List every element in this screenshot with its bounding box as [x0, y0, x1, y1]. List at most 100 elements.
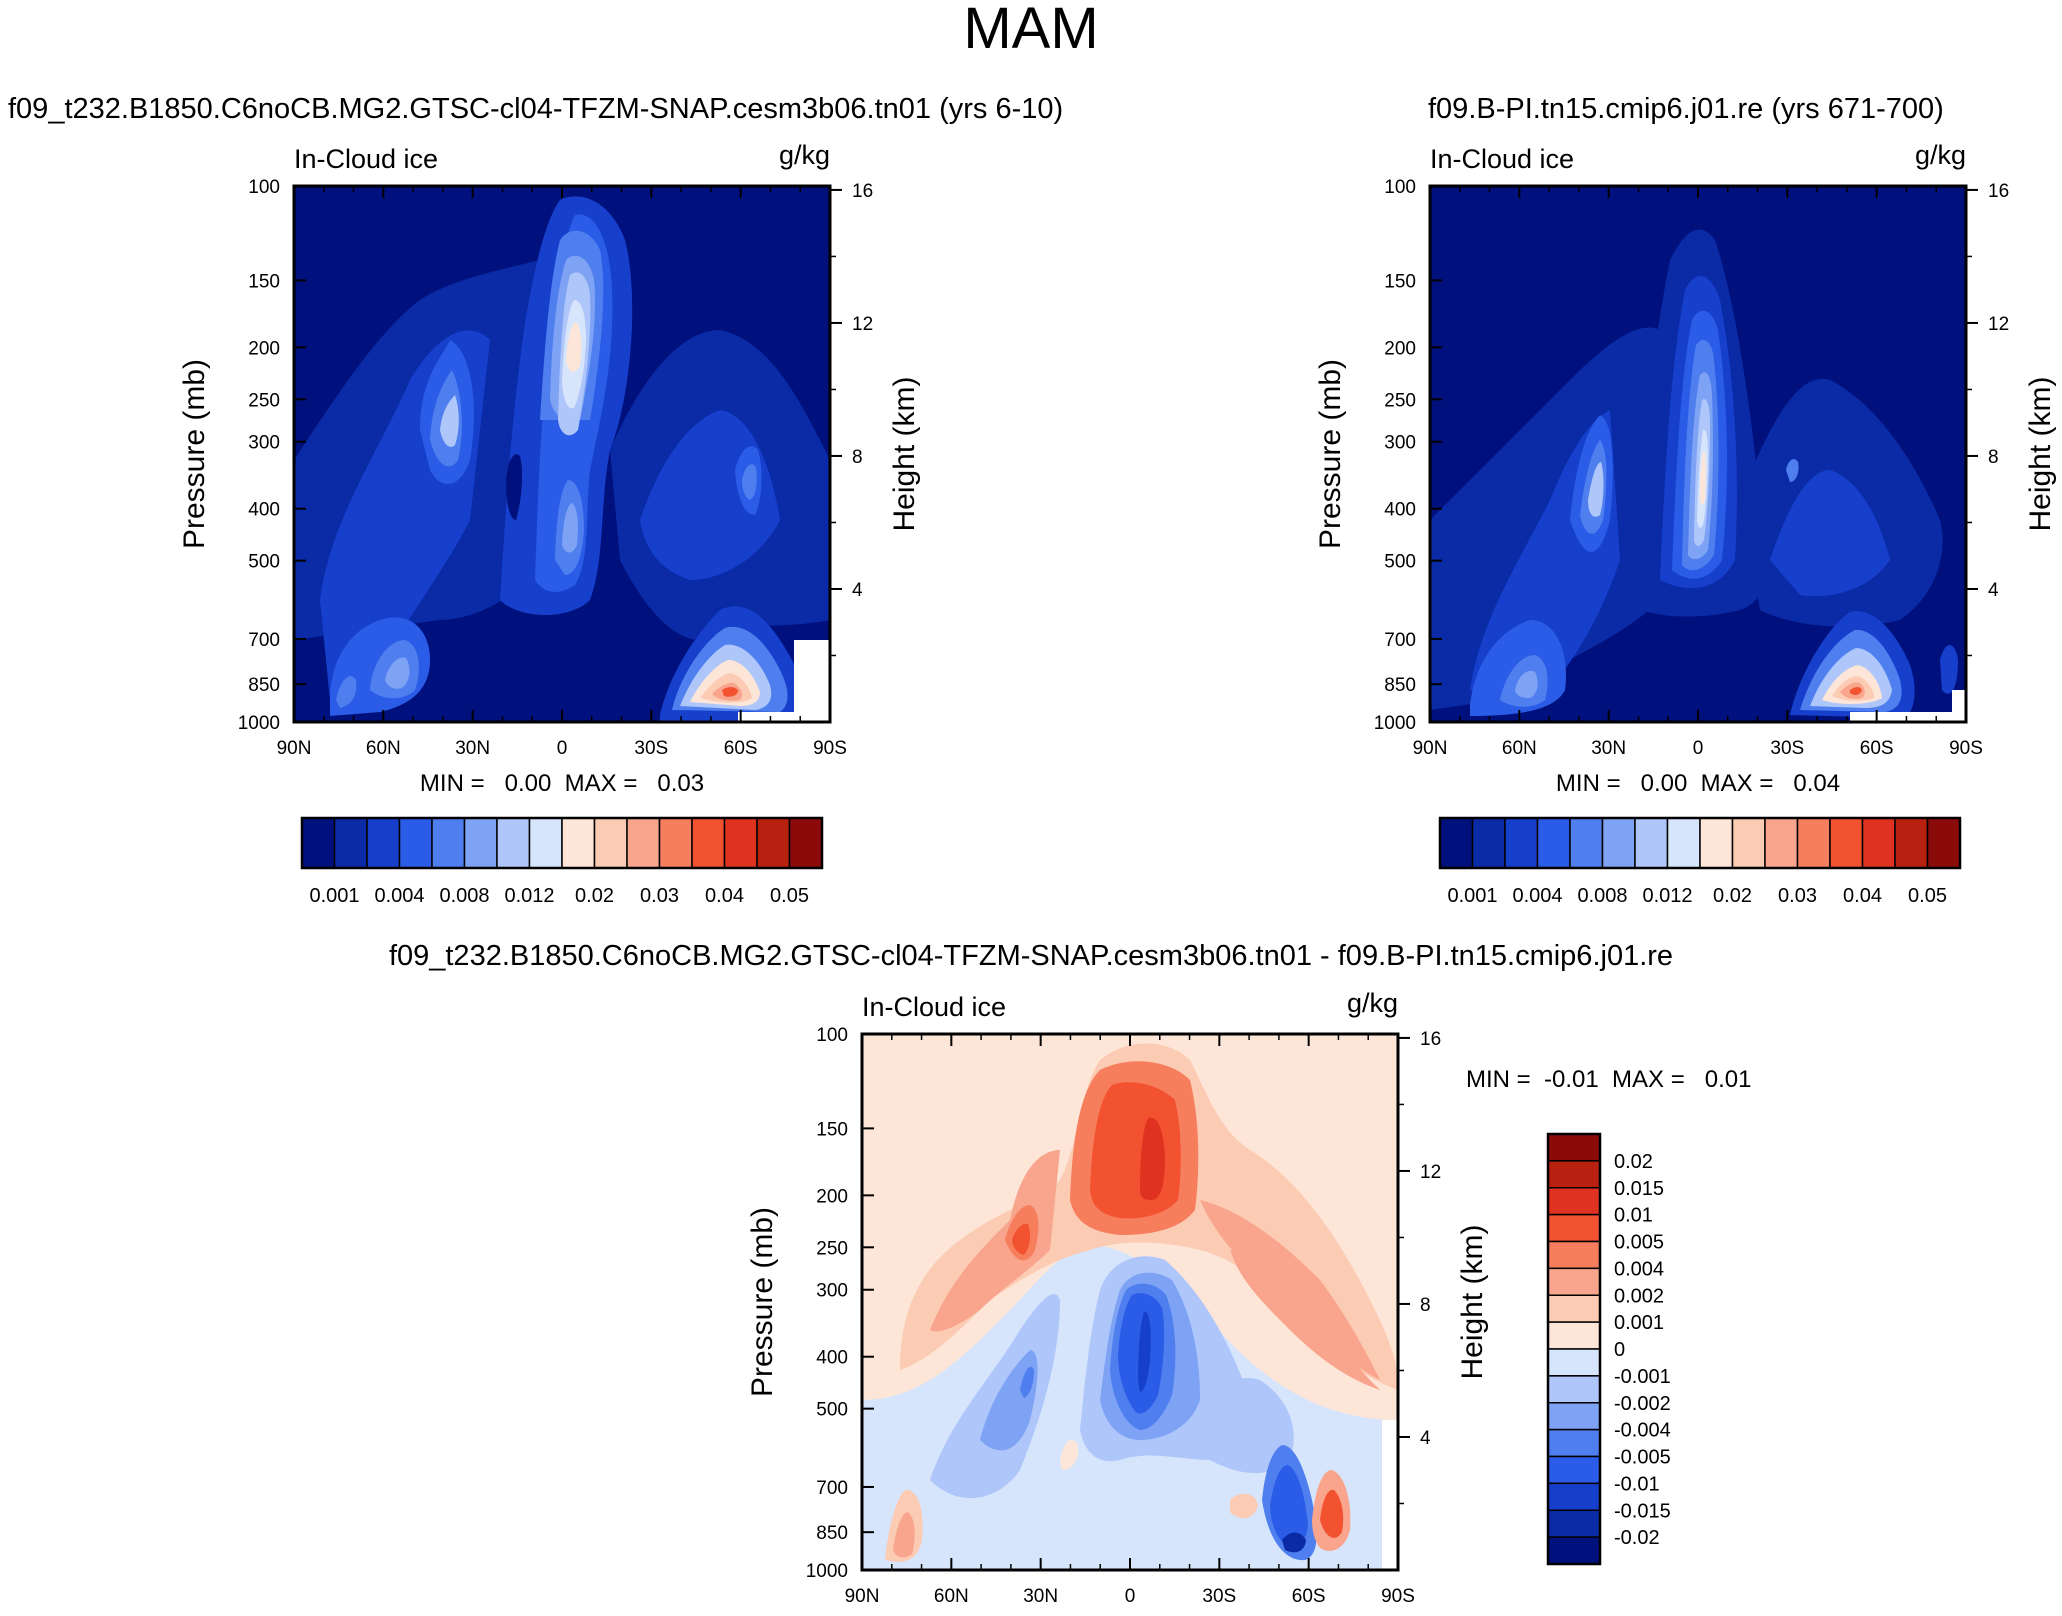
panel-diff-ytick-label: 1000 [806, 1561, 848, 1582]
panel-diff-colorbar-label: 0.015 [1614, 1178, 1664, 1200]
panel-a-colorbar-label: 0.012 [504, 885, 554, 907]
panel-b-ylabel: Pressure (mb) [1314, 359, 1347, 549]
panel-b-colorbar-label: 0.04 [1843, 885, 1882, 907]
panel-diff-xtick-label: 30S [1202, 1586, 1236, 1607]
panel-diff-ytick-label: 250 [816, 1238, 848, 1259]
panel-b-colorbar-swatch [1829, 817, 1864, 869]
panel-b-colorbar-label: 0.02 [1713, 885, 1752, 907]
panel-diff-variable-label: In-Cloud ice [862, 992, 1007, 1022]
panel-a-ytick-label: 100 [248, 177, 280, 198]
panel-b-colorbar-swatch [1504, 817, 1539, 869]
panel-diff-minmax: MIN = -0.01 MAX = 0.01 [1466, 1066, 1752, 1093]
panel-diff-colorbar-swatch [1547, 1455, 1601, 1485]
panel-a-ytick-label: 250 [248, 390, 280, 411]
panel-diff-ytick-label: 200 [816, 1186, 848, 1207]
panel-a-axes: 90N 60N 30N 0 30S 60S 90S 100 150 200 250 300 400 500… [178, 177, 921, 759]
panel-a-ytick-right-label: 4 [852, 580, 863, 601]
panel-a-colorbar-swatch [788, 817, 823, 869]
panel-a-colorbar-swatch [561, 817, 596, 869]
panel-diff-units: g/kg [1346, 988, 1398, 1018]
panel-diff-colorbar-label: -0.005 [1614, 1447, 1671, 1469]
panel-b-xtick-label: 30N [1591, 738, 1626, 759]
figure-title: MAM [963, 0, 1099, 61]
panel-a-xtick-label: 30S [634, 738, 668, 759]
panel-a-colorbar-label: 0.001 [309, 885, 359, 907]
panel-a-colorbar-swatch [528, 817, 563, 869]
panel-diff-ytick-label: 100 [816, 1025, 848, 1046]
panel-a-colorbar-label: 0.03 [640, 885, 679, 907]
panel-a-plot: 90N 60N 30N 0 30S 60S 90S 100 150 200 250 300 400 500… [178, 177, 921, 759]
panel-diff-colorbar-swatch [1547, 1375, 1601, 1404]
panel-b-colorbar-swatch [1634, 817, 1669, 869]
panel-a-ytick-right-label: 12 [852, 314, 873, 335]
panel-a-colorbar-swatch [756, 817, 791, 869]
panel-b-colorbar-label: 0.012 [1642, 885, 1692, 907]
panel-a-colorbar-outline [300, 816, 824, 870]
panel-a-ytick-label: 850 [248, 675, 280, 696]
panel-b-minmax: MIN = 0.00 MAX = 0.04 [1555, 770, 1841, 797]
panel-b-xtick-label: 60N [1502, 738, 1537, 759]
panel-b-colorbar-swatch [1536, 817, 1571, 869]
panel-diff-colorbar-label: 0.01 [1614, 1205, 1653, 1227]
panel-a-units: g/kg [778, 140, 830, 170]
panel-a-colorbar-label: 0.04 [705, 885, 744, 907]
panel-b-colorbar-label: 0.004 [1512, 885, 1562, 907]
panel-a-xtick-label: 0 [557, 738, 568, 759]
panel-b-colorbar-swatch [1926, 817, 1961, 869]
panel-diff-plot: 90N 60N 30N 0 30S 60S 90S 100 150 200 250 300 400 500… [746, 1025, 1489, 1607]
panel-diff-colorbar-swatch [1547, 1321, 1601, 1350]
panel-diff-colorbar-outline [1546, 1132, 1602, 1566]
panel-b-xtick-label: 60S [1860, 738, 1894, 759]
panel-diff-colorbar-swatch [1547, 1509, 1601, 1538]
panel-a-xtick-label: 30N [455, 738, 490, 759]
panel-diff-xtick-label: 30N [1023, 1586, 1058, 1607]
panel-diff-colorbar-swatch [1547, 1402, 1601, 1431]
panel-b-ylabel-right: Height (km) [2024, 376, 2057, 531]
panel-diff-colorbar-label: -0.01 [1614, 1473, 1660, 1495]
panel-a-minmax: MIN = 0.00 MAX = 0.03 [419, 770, 705, 797]
panel-b-field [1430, 186, 1966, 722]
panel-diff-colorbar-label: 0 [1614, 1339, 1625, 1361]
panel-a-field [294, 186, 830, 722]
panel-diff-colorbar-label: 0.005 [1614, 1232, 1664, 1254]
panel-diff-xtick-label: 60S [1292, 1586, 1326, 1607]
panel-a-xtick-label: 60N [366, 738, 401, 759]
panel-b-ytick-label: 300 [1384, 433, 1416, 454]
panel-a-xtick-label: 90S [813, 738, 847, 759]
panel-b-variable-label: In-Cloud ice [1430, 144, 1575, 174]
panel-diff-field [862, 1034, 1398, 1570]
panel-a-ytick-label: 300 [248, 433, 280, 454]
panel-b-colorbar-swatch [1764, 817, 1799, 869]
panel-a-ytick-label: 200 [248, 338, 280, 359]
panel-b-colorbar-outline [1438, 816, 1962, 870]
panel-a-ylabel-right: Height (km) [888, 376, 921, 531]
panel-diff-colorbar-swatch [1547, 1267, 1601, 1296]
panel-diff-colorbar-swatch [1547, 1294, 1601, 1323]
panel-b-colorbar-swatch [1894, 817, 1929, 869]
panel-diff-title: f09_t232.B1850.C6noCB.MG2.GTSC-cl04-TFZM… [388, 940, 1674, 972]
panel-b-colorbar-label: 0.008 [1577, 885, 1627, 907]
panel-diff-ytick-right-label: 8 [1420, 1295, 1431, 1316]
panel-b-colorbar-swatch [1796, 817, 1831, 869]
panel-b-colorbar-swatch [1569, 817, 1604, 869]
panel-diff-colorbar-label: 0.004 [1614, 1258, 1664, 1280]
panel-diff-colorbar-swatch [1547, 1160, 1601, 1189]
panel-b-ytick-label: 500 [1384, 552, 1416, 573]
panel-diff-colorbar-label: -0.002 [1614, 1393, 1671, 1415]
panel-diff-xtick-label: 60N [934, 1586, 969, 1607]
panel-a-colorbar: 0.001 0.004 0.008 0.012 0.02 0.03 0.04 0.05 [300, 816, 824, 907]
panel-diff-axes: 90N 60N 30N 0 30S 60S 90S 100 150 200 250 300 400 500… [746, 1025, 1489, 1607]
panel-b-ytick-label: 1000 [1374, 713, 1416, 734]
panel-a-colorbar-swatch [658, 817, 693, 869]
panel-b-ytick-label: 250 [1384, 390, 1416, 411]
panel-a-colorbar-swatch [366, 817, 401, 869]
panel-b-ytick-right-label: 8 [1988, 447, 1999, 468]
panel-b-ytick-right-label: 12 [1988, 314, 2009, 335]
panel-diff-colorbar-label: -0.02 [1614, 1527, 1660, 1549]
panel-a-ytick-label: 400 [248, 500, 280, 521]
panel-a-colorbar-swatch [593, 817, 628, 869]
panel-b-colorbar-label: 0.001 [1447, 885, 1497, 907]
panel-diff-colorbar-label: 0.02 [1614, 1151, 1653, 1173]
panel-a-ytick-label: 700 [248, 630, 280, 651]
